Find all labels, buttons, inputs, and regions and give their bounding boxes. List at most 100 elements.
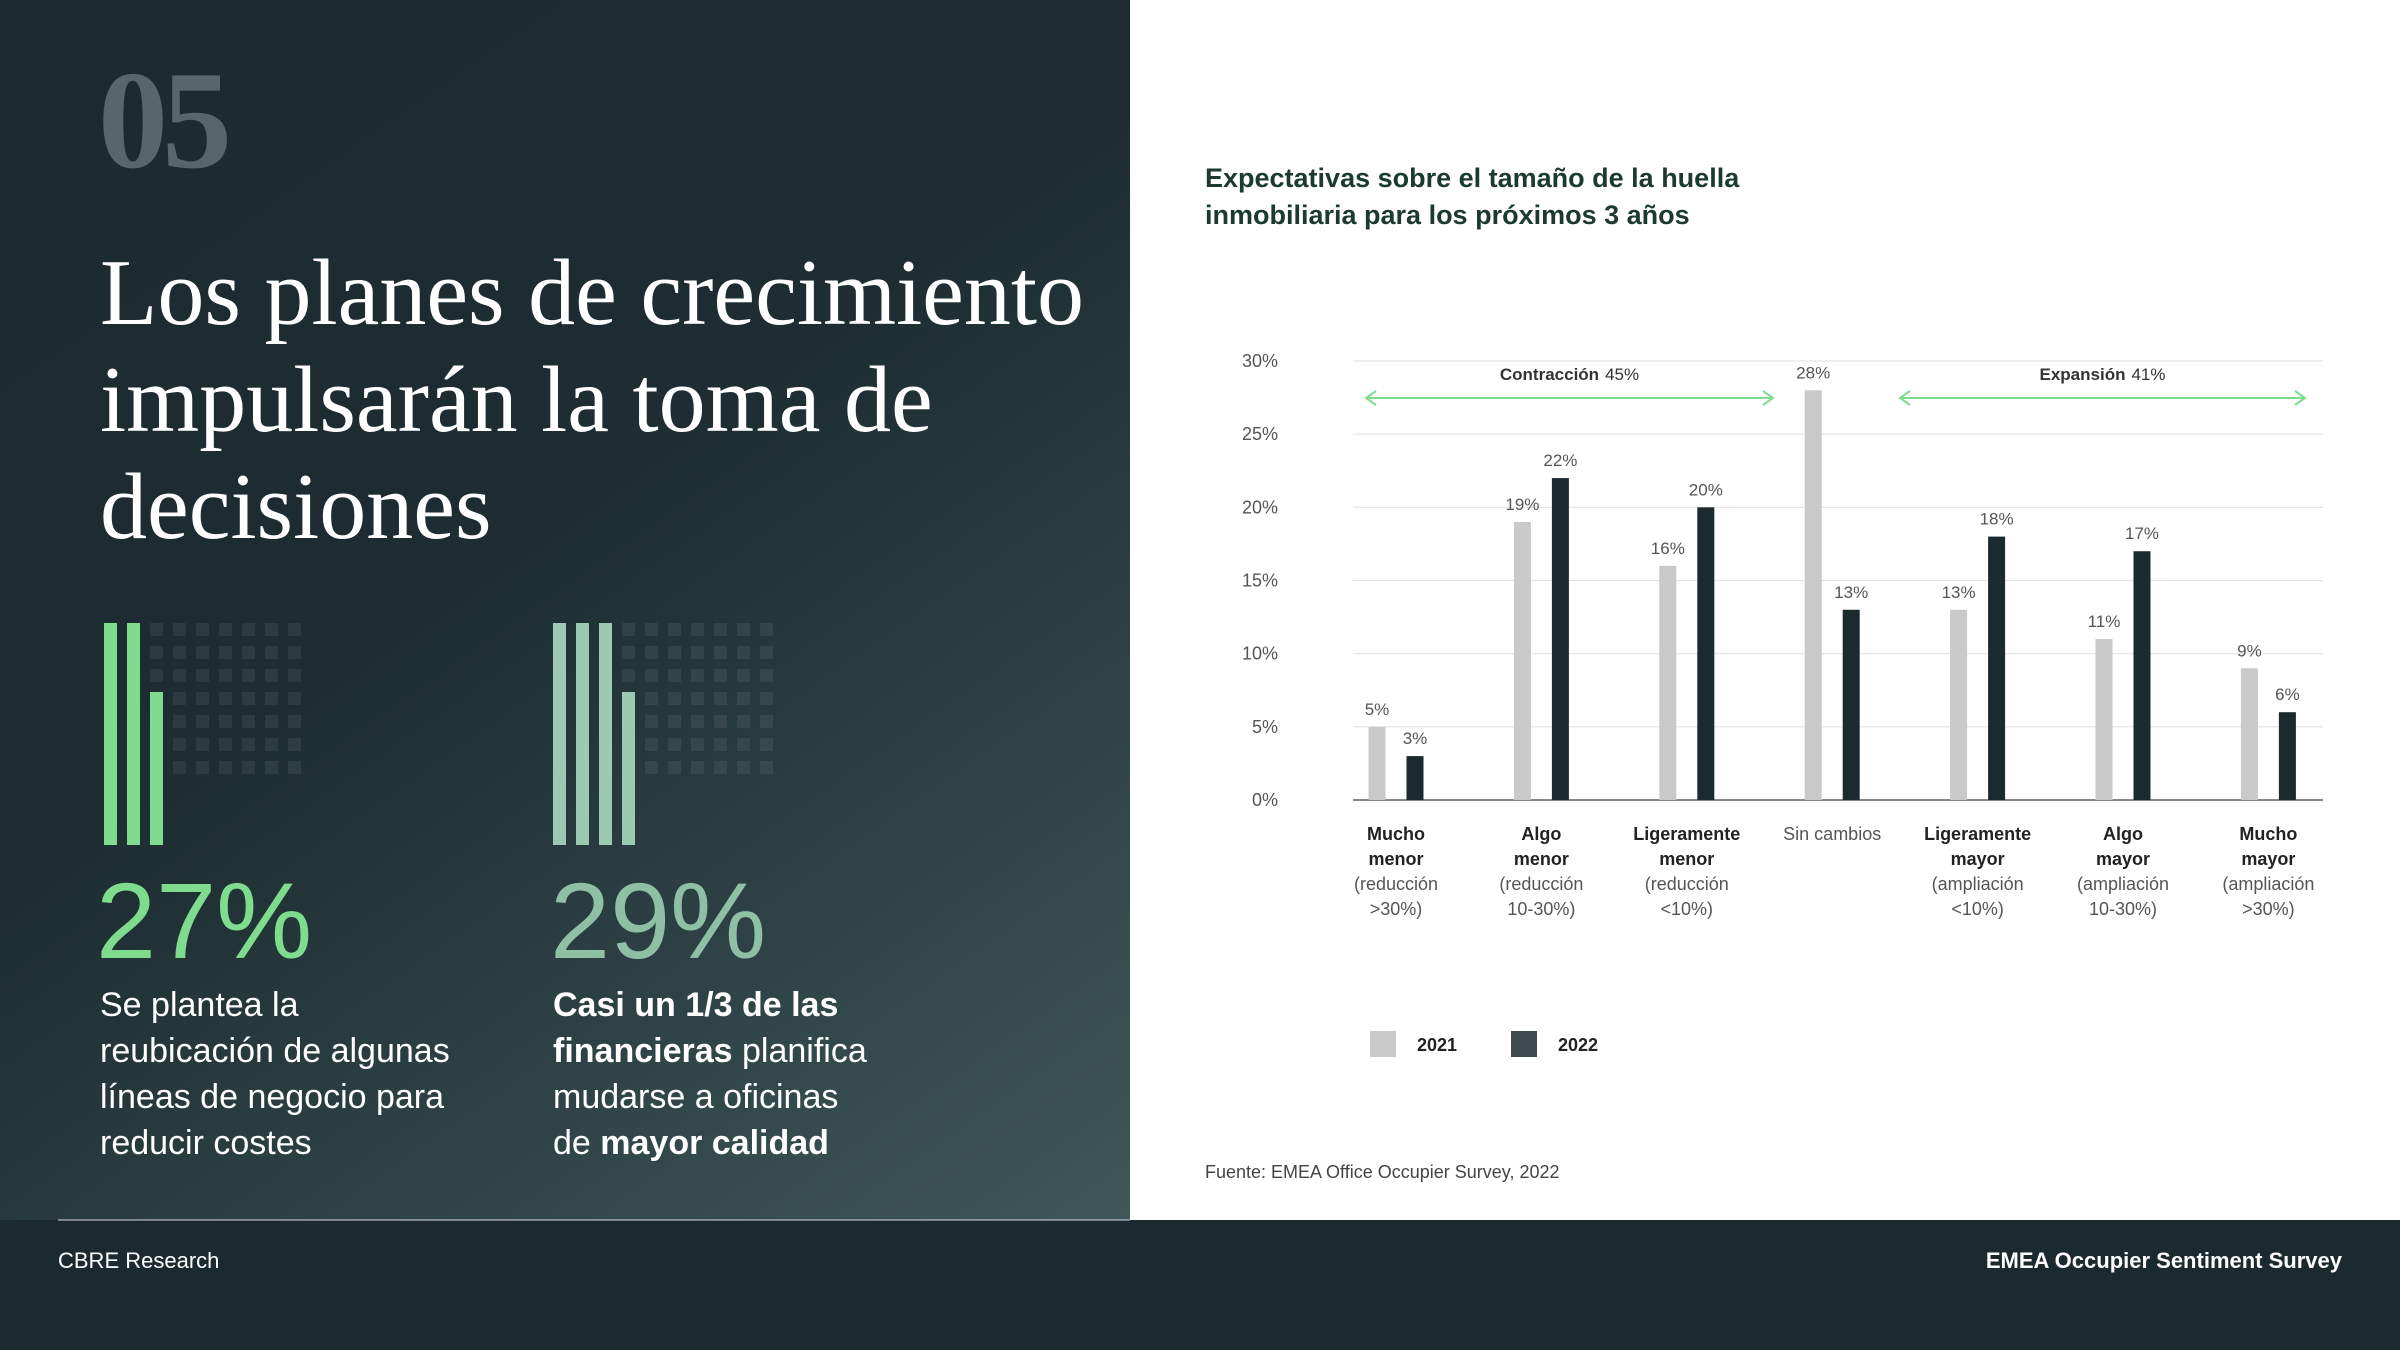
pictogram-cell xyxy=(691,623,704,636)
pictogram-cell xyxy=(691,692,704,705)
pictogram-cell xyxy=(760,669,773,682)
category-note: (ampliación >30%) xyxy=(2222,874,2315,919)
bar xyxy=(1950,609,1968,800)
pictogram-cell xyxy=(173,738,186,751)
pictogram-cell xyxy=(265,646,278,659)
x-tick-label: Ligeramente menor (reducción <10%) xyxy=(1633,822,1740,922)
x-tick-label: Algo menor (reducción 10-30%) xyxy=(1499,822,1583,922)
x-tick-label: Ligeramente mayor (ampliación <10%) xyxy=(1924,822,2031,922)
section-number: 05 xyxy=(98,43,232,198)
pictogram-cell xyxy=(173,761,186,774)
pictogram-cell xyxy=(691,738,704,751)
pictogram-cell xyxy=(760,715,773,728)
pictogram-cell xyxy=(645,692,658,705)
value-label: 18% xyxy=(1980,510,2014,529)
pictogram-cell xyxy=(242,761,255,774)
pictogram-cell xyxy=(645,761,658,774)
pictogram-cell xyxy=(265,738,278,751)
category-name: Algo mayor xyxy=(2095,824,2151,869)
pictogram-cell xyxy=(622,646,635,659)
pictogram-bar xyxy=(622,692,635,845)
pictogram-cell xyxy=(714,623,727,636)
pictogram-cell xyxy=(219,715,232,728)
category-name: Ligeramente mayor xyxy=(1924,824,2032,869)
pictogram-cell xyxy=(173,646,186,659)
category-name: Mucho mayor xyxy=(2239,824,2298,869)
pictogram-cell xyxy=(645,646,658,659)
footer-left: CBRE Research xyxy=(58,1248,220,1273)
pictogram-cell xyxy=(265,761,278,774)
pictogram-cell xyxy=(714,738,727,751)
y-tick-label: 15% xyxy=(1242,571,1278,591)
pictogram-cell xyxy=(219,761,232,774)
pictogram-cell xyxy=(645,715,658,728)
bar xyxy=(1659,565,1677,800)
pictogram-cell xyxy=(242,692,255,705)
pictogram-cell xyxy=(714,646,727,659)
pictogram-cell xyxy=(196,692,209,705)
annotation-label: Contracción xyxy=(1500,365,1599,384)
pictogram-cell xyxy=(242,715,255,728)
pictogram-cell xyxy=(645,669,658,682)
y-tick-label: 30% xyxy=(1242,351,1278,371)
pictogram-cell xyxy=(288,623,301,636)
pictogram-cell xyxy=(691,669,704,682)
pictogram-bar xyxy=(104,623,117,845)
pictogram-cell xyxy=(714,715,727,728)
bar xyxy=(2095,639,2113,800)
bar xyxy=(1988,536,2006,800)
x-tick-label: Mucho menor (reducción >30%) xyxy=(1354,822,1438,922)
annotation: Expansión 41% xyxy=(2040,365,2166,384)
value-label: 6% xyxy=(2275,685,2300,704)
category-note: (ampliación 10-30%) xyxy=(2076,874,2170,919)
pictogram-cell xyxy=(196,669,209,682)
pictogram-cell xyxy=(737,715,750,728)
y-tick-label: 0% xyxy=(1252,790,1278,810)
pictogram-cell xyxy=(150,623,163,636)
bar xyxy=(1551,478,1569,800)
pictogram-cell xyxy=(219,738,232,751)
value-label: 19% xyxy=(1505,495,1539,514)
arrow-head xyxy=(1898,390,2307,406)
pictogram-cell xyxy=(668,692,681,705)
pictogram-bar xyxy=(599,623,612,845)
pictogram-cell xyxy=(668,715,681,728)
pictogram-cell xyxy=(173,669,186,682)
pictogram-bar xyxy=(576,623,589,845)
bar xyxy=(1513,521,1531,800)
pictogram-cell xyxy=(760,738,773,751)
pictogram-cell xyxy=(645,738,658,751)
pictogram-cell xyxy=(737,692,750,705)
left-panel xyxy=(0,0,1130,1220)
pictogram-cell xyxy=(760,646,773,659)
pictogram-cell xyxy=(691,646,704,659)
pictogram-cell xyxy=(265,692,278,705)
legend-swatch xyxy=(1370,1031,1396,1057)
y-tick-label: 10% xyxy=(1242,644,1278,664)
category-name: Sin cambios xyxy=(1783,824,1882,844)
value-label: 5% xyxy=(1365,700,1390,719)
pictogram-cell xyxy=(288,715,301,728)
category-name: Ligeramente menor xyxy=(1633,824,1741,869)
headline: Los planes de crecimiento impulsarán la … xyxy=(100,241,1085,559)
value-label: 17% xyxy=(2125,524,2159,543)
pictogram-cell xyxy=(288,646,301,659)
pictogram-cell xyxy=(196,646,209,659)
pictogram-cell xyxy=(714,669,727,682)
pictogram-cell xyxy=(219,646,232,659)
pictogram-cell xyxy=(196,715,209,728)
pictogram-cell xyxy=(173,692,186,705)
pictogram-cell xyxy=(622,669,635,682)
value-label: 11% xyxy=(2088,612,2121,631)
y-tick-label: 5% xyxy=(1252,717,1278,737)
pictogram-cell xyxy=(219,623,232,636)
description-text: Se plantea la reubicación de algunas lín… xyxy=(100,986,450,1162)
pictogram-cell xyxy=(288,669,301,682)
pictogram-cell xyxy=(691,715,704,728)
chart-title: Expectativas sobre el tamaño de la huell… xyxy=(1205,163,1740,230)
pictogram-cell xyxy=(737,646,750,659)
pictogram-cell xyxy=(622,623,635,636)
y-tick-label: 20% xyxy=(1242,497,1278,517)
